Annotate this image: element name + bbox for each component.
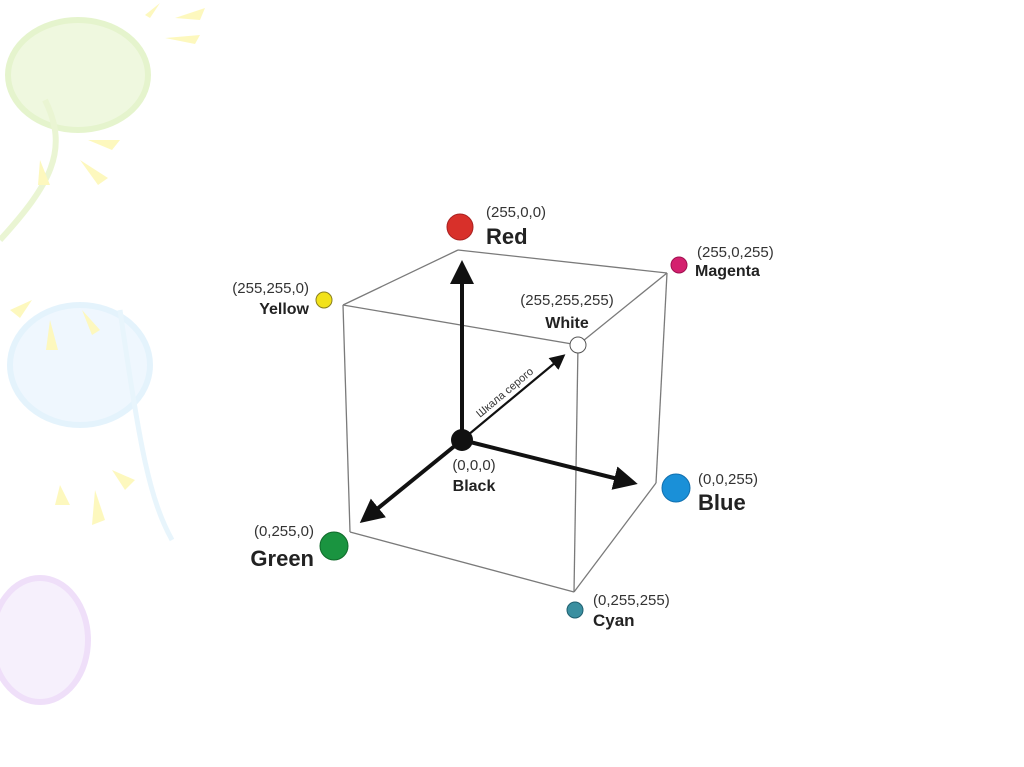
- cyan-coord: (0,255,255): [593, 592, 670, 609]
- green-dot: [319, 531, 349, 561]
- color-cube-edges: [342, 249, 668, 593]
- blue-coord: (0,0,255): [698, 471, 758, 488]
- yellow-name: Yellow: [259, 301, 309, 318]
- yellow-dot: [315, 291, 333, 309]
- black-coord: (0,0,0): [452, 457, 495, 474]
- gray-scale-arrow: [461, 354, 566, 441]
- magenta-coord: (255,0,255): [697, 244, 774, 261]
- green-axis-arrow: [359, 438, 464, 524]
- black-dot: [451, 429, 473, 451]
- cyan-dot: [566, 601, 584, 619]
- white-coord: (255,255,255): [520, 292, 613, 309]
- magenta-name: Magenta: [695, 263, 760, 280]
- cyan-name: Cyan: [593, 611, 635, 630]
- red-coord: (255,0,0): [486, 204, 546, 221]
- balloon-decoration: [0, 3, 205, 705]
- magenta-dot: [670, 256, 688, 274]
- green-coord: (0,255,0): [254, 523, 314, 540]
- white-name: White: [545, 315, 589, 332]
- red-dot: [446, 213, 474, 241]
- blue-axis-arrow: [461, 438, 638, 490]
- yellow-coord: (255,255,0): [232, 280, 309, 297]
- green-name: Green: [250, 546, 314, 571]
- black-name: Black: [453, 478, 496, 495]
- blue-name: Blue: [698, 490, 746, 515]
- white-dot: [569, 336, 587, 354]
- blue-dot: [661, 473, 691, 503]
- red-name: Red: [486, 224, 528, 249]
- gray-scale-label: Шкала серого: [474, 366, 536, 421]
